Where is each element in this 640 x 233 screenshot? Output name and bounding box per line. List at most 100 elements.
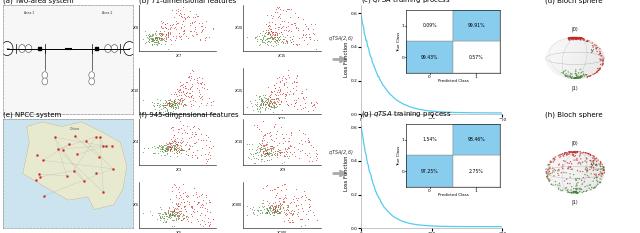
Point bbox=[163, 35, 173, 39]
Point bbox=[281, 132, 291, 136]
Point bbox=[260, 151, 271, 155]
Point bbox=[190, 154, 200, 157]
Point bbox=[312, 152, 322, 156]
Point bbox=[293, 96, 303, 100]
Point bbox=[164, 147, 175, 151]
Point bbox=[278, 83, 289, 87]
Point bbox=[149, 38, 159, 42]
Point bbox=[261, 142, 271, 146]
Point bbox=[152, 101, 163, 105]
Point bbox=[165, 147, 175, 151]
Point bbox=[164, 205, 174, 209]
Point bbox=[173, 9, 184, 12]
Point bbox=[155, 147, 165, 151]
Point bbox=[186, 74, 196, 78]
Point bbox=[148, 151, 158, 155]
Point bbox=[188, 69, 198, 73]
Point bbox=[282, 150, 292, 154]
Point bbox=[258, 150, 268, 153]
Point bbox=[291, 43, 301, 47]
Point bbox=[268, 36, 278, 40]
Point bbox=[170, 25, 180, 29]
Point bbox=[172, 95, 182, 98]
Point bbox=[260, 148, 270, 151]
Point bbox=[196, 82, 206, 86]
Point bbox=[284, 156, 294, 160]
Point bbox=[277, 151, 287, 154]
Point bbox=[307, 159, 317, 162]
Point bbox=[180, 209, 191, 213]
Point bbox=[251, 156, 261, 159]
Point bbox=[204, 216, 214, 220]
Point bbox=[301, 35, 312, 39]
Point bbox=[260, 22, 271, 26]
Point bbox=[260, 108, 270, 112]
Point bbox=[275, 12, 285, 16]
Point bbox=[156, 42, 166, 45]
Point bbox=[242, 35, 252, 38]
Point bbox=[192, 148, 202, 152]
Point bbox=[182, 195, 192, 199]
Point bbox=[267, 210, 277, 213]
Point bbox=[271, 194, 281, 197]
Point bbox=[151, 38, 161, 42]
Point bbox=[165, 104, 175, 107]
Point bbox=[259, 33, 269, 37]
Point bbox=[164, 145, 174, 149]
Point bbox=[285, 15, 296, 19]
Point bbox=[149, 40, 159, 44]
Point bbox=[171, 92, 181, 96]
Point bbox=[303, 209, 313, 213]
Point bbox=[192, 202, 202, 206]
Point bbox=[261, 37, 271, 41]
Point bbox=[270, 153, 280, 156]
Point bbox=[311, 47, 321, 51]
Point bbox=[68, 169, 79, 172]
Point bbox=[248, 205, 258, 209]
Point bbox=[286, 131, 296, 135]
Point bbox=[79, 179, 89, 183]
Point bbox=[283, 206, 293, 209]
Point bbox=[256, 146, 266, 149]
Point bbox=[262, 159, 272, 162]
Point bbox=[148, 105, 159, 108]
Point bbox=[193, 81, 203, 85]
Point bbox=[149, 107, 159, 111]
Point bbox=[264, 27, 275, 31]
Point bbox=[165, 212, 175, 216]
Point bbox=[158, 220, 168, 224]
Point bbox=[275, 203, 285, 207]
Point bbox=[147, 33, 157, 37]
Point bbox=[303, 140, 313, 144]
Point bbox=[32, 153, 42, 157]
Point bbox=[259, 100, 269, 104]
Point bbox=[257, 102, 267, 105]
Point bbox=[259, 40, 269, 44]
Point bbox=[173, 130, 183, 134]
Point bbox=[177, 148, 187, 152]
Point bbox=[184, 75, 194, 79]
Point bbox=[252, 34, 262, 38]
Point bbox=[193, 88, 204, 92]
Point bbox=[282, 40, 292, 44]
Point bbox=[262, 206, 272, 210]
Point bbox=[267, 153, 277, 157]
Point bbox=[269, 83, 280, 86]
Point bbox=[292, 207, 303, 211]
Point bbox=[269, 32, 280, 36]
Point bbox=[181, 152, 191, 155]
Point bbox=[270, 30, 280, 34]
Point bbox=[171, 101, 181, 105]
Point bbox=[272, 96, 282, 99]
Point bbox=[308, 103, 319, 107]
Point bbox=[274, 5, 284, 9]
Point bbox=[180, 103, 191, 107]
Point bbox=[184, 146, 194, 150]
Point bbox=[147, 213, 157, 217]
Point bbox=[178, 182, 188, 186]
Point bbox=[255, 109, 265, 113]
Point bbox=[269, 101, 280, 105]
Point bbox=[158, 145, 168, 149]
Point bbox=[164, 212, 175, 216]
Point bbox=[289, 194, 299, 198]
